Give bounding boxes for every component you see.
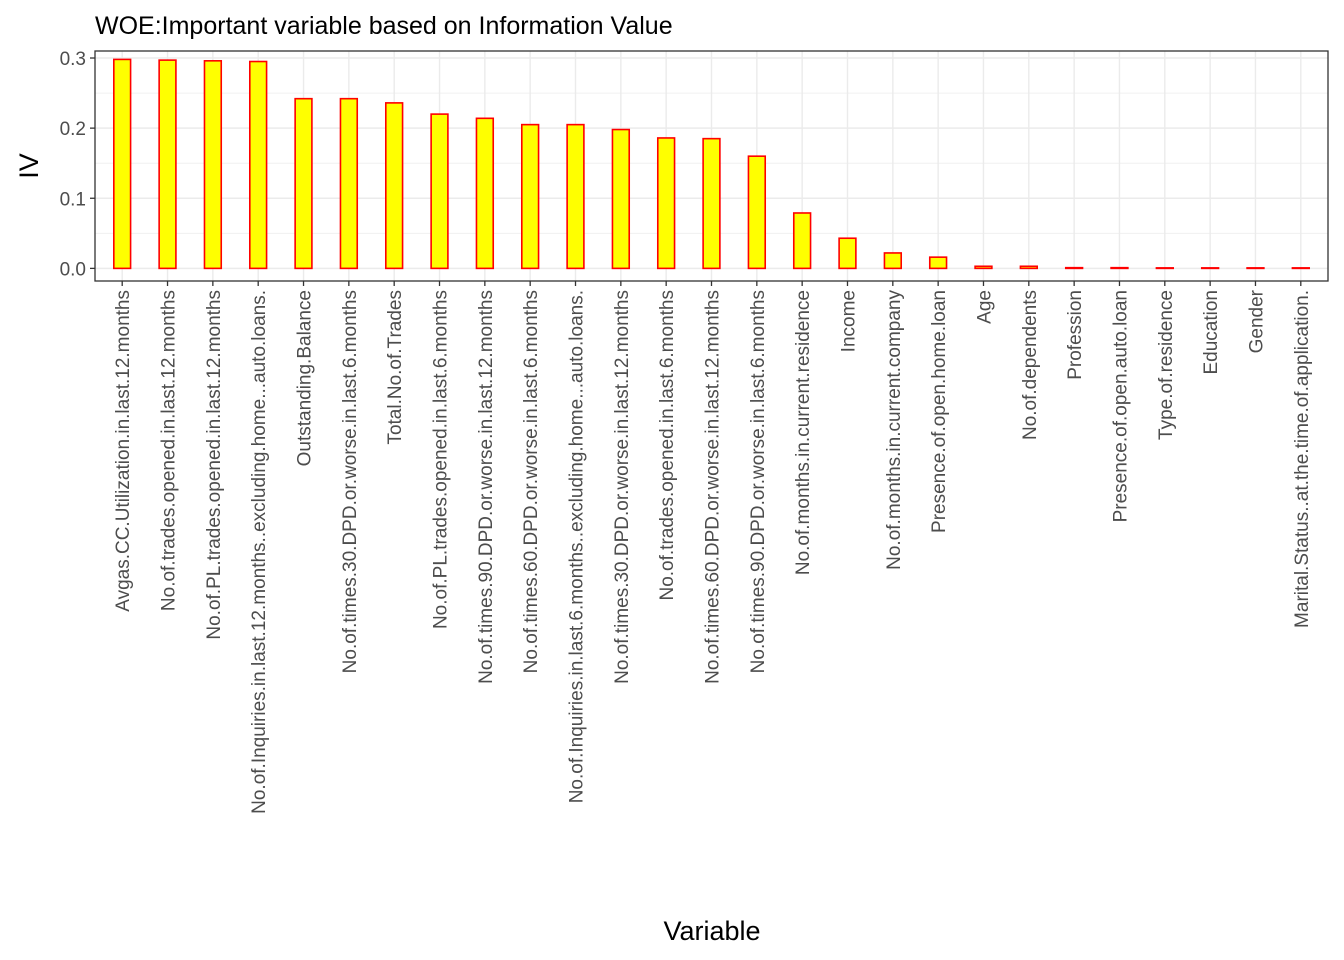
bar — [974, 265, 993, 270]
x-tick-label: Education — [1201, 290, 1222, 375]
bar — [702, 137, 721, 270]
y-tick-label: 0.0 — [60, 259, 86, 280]
bar — [838, 237, 857, 270]
bar — [611, 128, 631, 270]
bar — [1291, 267, 1310, 270]
bar — [430, 113, 449, 270]
x-tick-label: Avgas.CC.Utilization.in.last.12.months — [113, 290, 134, 612]
x-tick-label: No.of.PL.trades.opened.in.last.6.months — [431, 290, 452, 629]
bar — [1064, 266, 1084, 270]
x-tick-label: No.of.months.in.current.company — [884, 290, 905, 570]
bar — [747, 155, 767, 270]
x-tick-label: No.of.times.90.DPD.or.worse.in.last.12.m… — [476, 290, 497, 684]
bar — [294, 97, 313, 270]
bar — [656, 137, 676, 270]
x-tick-label: No.of.times.60.DPD.or.worse.in.last.12.m… — [703, 290, 724, 684]
x-tick-label: No.of.times.60.DPD.or.worse.in.last.6.mo… — [521, 290, 542, 673]
x-tick-label: Type.of.residence — [1156, 290, 1177, 440]
x-tick-label: No.of.dependents — [1020, 290, 1041, 440]
x-tick-label: No.of.Inquiries.in.last.6.months..exclud… — [567, 290, 588, 803]
bar — [566, 123, 585, 270]
x-tick-label: Income — [838, 290, 859, 352]
bar — [520, 123, 540, 270]
bar — [475, 117, 495, 270]
bar — [928, 256, 948, 270]
x-tick-label: No.of.months.in.current.residence — [793, 290, 814, 575]
x-tick-label: Presence.of.open.home.loan — [929, 290, 950, 533]
bar — [249, 60, 268, 270]
bar-layer — [113, 58, 1310, 270]
x-tick-label: No.of.Inquiries.in.last.12.months..exclu… — [249, 290, 270, 814]
y-axis-title: IV — [14, 153, 44, 179]
x-tick-label: No.of.trades.opened.in.last.12.months — [159, 290, 180, 611]
bar — [883, 252, 903, 270]
bar — [384, 102, 404, 270]
x-tick-label: No.of.times.30.DPD.or.worse.in.last.6.mo… — [340, 290, 361, 673]
chart-title: WOE:Important variable based on Informat… — [95, 12, 673, 40]
x-tick-label: Presence.of.open.auto.loan — [1110, 290, 1131, 522]
x-tick-label: Profession — [1065, 290, 1086, 380]
x-tick-label: Total.No.of.Trades — [385, 290, 406, 445]
x-tick-label: No.of.trades.opened.in.last.6.months — [657, 290, 678, 601]
bar — [1110, 266, 1129, 270]
y-tick-label: 0.3 — [60, 49, 86, 70]
bar — [792, 212, 812, 270]
x-tick-label: No.of.times.90.DPD.or.worse.in.last.6.mo… — [748, 290, 769, 673]
bar — [1019, 265, 1039, 270]
bar — [158, 59, 177, 270]
x-tick-label: No.of.PL.trades.opened.in.last.12.months — [204, 290, 225, 640]
y-tick-label: 0.1 — [60, 189, 86, 210]
bar — [339, 97, 359, 270]
bar — [1155, 267, 1174, 270]
bar — [203, 60, 223, 270]
y-axis: 0.0 0.1 0.2 0.3 — [60, 49, 95, 280]
x-tick-label: Gender — [1246, 289, 1267, 353]
x-tick-label: No.of.times.30.DPD.or.worse.in.last.12.m… — [612, 290, 633, 684]
x-tick-label: Age — [974, 290, 995, 324]
x-axis-title: Variable — [663, 916, 760, 946]
bar — [113, 58, 132, 270]
x-axis: Avgas.CC.Utilization.in.last.12.months No… — [113, 281, 1313, 814]
y-tick-label: 0.2 — [60, 119, 86, 140]
bar — [1200, 267, 1220, 270]
bar — [1246, 267, 1265, 270]
x-tick-label: Outstanding.Balance — [295, 290, 316, 466]
x-tick-label: Marital.Status..at.the.time.of.applicati… — [1292, 290, 1313, 628]
